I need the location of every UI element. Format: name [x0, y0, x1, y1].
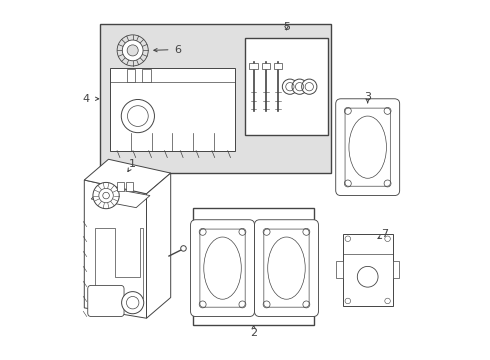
Bar [337, 261, 343, 279]
Bar [262, 63, 270, 69]
Ellipse shape [204, 237, 241, 299]
FancyBboxPatch shape [88, 285, 124, 316]
FancyBboxPatch shape [254, 220, 318, 316]
Text: 2: 2 [250, 328, 257, 338]
FancyBboxPatch shape [200, 229, 245, 307]
Bar [117, 183, 124, 191]
Text: 7: 7 [381, 229, 389, 239]
Bar [127, 69, 135, 81]
Polygon shape [147, 173, 171, 318]
Circle shape [282, 79, 297, 94]
FancyBboxPatch shape [191, 220, 254, 316]
Circle shape [302, 79, 317, 94]
Text: 5: 5 [283, 22, 290, 32]
Circle shape [292, 79, 307, 94]
Bar [193, 208, 314, 325]
Ellipse shape [349, 116, 387, 178]
Bar [274, 63, 282, 69]
Circle shape [122, 40, 143, 61]
Bar [100, 24, 331, 173]
Circle shape [127, 45, 138, 56]
Text: 1: 1 [129, 159, 136, 170]
Bar [393, 261, 399, 279]
Bar [143, 69, 151, 81]
Circle shape [93, 183, 119, 209]
Circle shape [122, 99, 154, 132]
FancyBboxPatch shape [343, 234, 393, 306]
FancyBboxPatch shape [110, 68, 235, 150]
Text: 4: 4 [82, 94, 90, 104]
Polygon shape [95, 228, 143, 297]
Circle shape [122, 292, 144, 314]
Text: 6: 6 [174, 45, 181, 55]
FancyBboxPatch shape [345, 108, 391, 186]
Circle shape [181, 246, 186, 251]
Polygon shape [84, 159, 171, 194]
Bar [126, 183, 133, 191]
FancyBboxPatch shape [264, 229, 309, 307]
FancyBboxPatch shape [336, 99, 400, 195]
Polygon shape [91, 187, 150, 208]
Polygon shape [84, 180, 147, 318]
Text: 3: 3 [364, 92, 371, 102]
Bar [249, 63, 258, 69]
Bar [245, 38, 328, 135]
Ellipse shape [268, 237, 305, 299]
